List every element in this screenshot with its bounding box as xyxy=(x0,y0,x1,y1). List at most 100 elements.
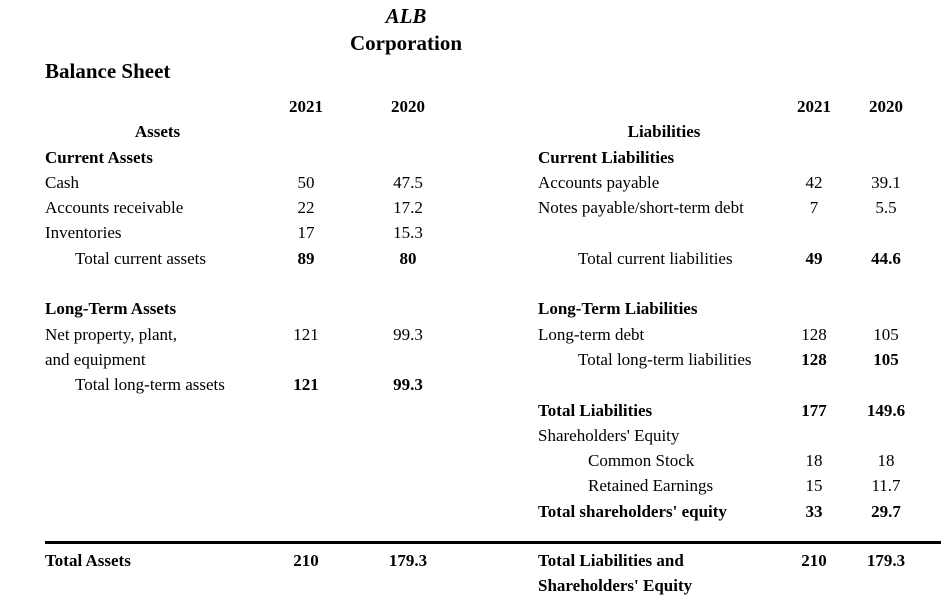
table-row: Liabilities xyxy=(538,119,944,144)
table-row: Notes payable/short-term debt 7 5.5 xyxy=(538,195,944,220)
value-2020: 18 xyxy=(877,451,895,471)
row-label: Current Liabilities xyxy=(538,147,675,167)
spacer xyxy=(342,119,368,144)
value-2020: 105 xyxy=(873,324,899,344)
value-2020: 2020 xyxy=(869,97,903,116)
table-row: Total long-term assets 121 99.3 xyxy=(45,372,455,397)
table-row: Total current assets 89 80 xyxy=(45,246,455,271)
value-2021: 2021 xyxy=(797,97,831,116)
row-label-line1: Total Liabilities and xyxy=(538,551,684,570)
spacer xyxy=(838,372,846,397)
table-row: Total Liabilities 177 149.6 xyxy=(538,398,944,423)
value-2021: 17 xyxy=(297,223,315,243)
value-2021: 121 xyxy=(293,375,319,395)
value-2021: 128 xyxy=(801,324,827,344)
row-label: Long-term debt xyxy=(538,324,645,344)
value-2020 xyxy=(368,145,448,170)
spacer xyxy=(838,195,846,220)
row-label: Total current assets xyxy=(75,248,206,268)
spacer xyxy=(342,296,368,321)
value-2021: 33 xyxy=(805,501,823,521)
table-row xyxy=(538,271,944,296)
value-2020 xyxy=(846,271,926,296)
spacer xyxy=(838,322,846,347)
value-2021 xyxy=(790,296,838,321)
value-2021 xyxy=(270,119,342,144)
value-2021: 210 xyxy=(801,551,827,570)
value-2020: 99.3 xyxy=(393,324,423,344)
row-label: Retained Earnings xyxy=(588,476,714,496)
table-row: Cash 50 47.5 xyxy=(45,170,455,195)
row-label xyxy=(538,94,790,119)
row-label: Long-Term Assets xyxy=(45,299,177,319)
value-2021: 49 xyxy=(805,248,823,268)
spacer xyxy=(838,347,846,372)
row-label: Shareholders' Equity xyxy=(538,425,680,445)
row-label-line2: Shareholders' Equity xyxy=(538,576,693,596)
value-2020 xyxy=(368,347,448,372)
row-label: Cash xyxy=(45,172,79,192)
row-label: Accounts payable xyxy=(538,172,660,192)
spacer xyxy=(838,296,846,321)
spacer xyxy=(838,271,846,296)
spacer xyxy=(838,145,846,170)
total-separator-line xyxy=(45,541,941,544)
value-2020: 15.3 xyxy=(393,223,423,243)
value-2021: 177 xyxy=(801,400,827,420)
total-assets-row: Total Assets 210 179.3 xyxy=(45,548,448,573)
table-row: Total shareholders' equity 33 29.7 xyxy=(538,499,944,524)
value-2021 xyxy=(270,271,342,296)
value-2021: 42 xyxy=(805,172,823,192)
value-2021: 15 xyxy=(805,476,823,496)
row-label: and equipment xyxy=(45,349,146,369)
row-label: Total current liabilities xyxy=(578,248,733,268)
row-label: Total Liabilities xyxy=(538,400,653,420)
table-row: Current Assets xyxy=(45,145,455,170)
spacer xyxy=(342,170,368,195)
table-row: Common Stock 18 18 xyxy=(538,448,944,473)
row-label: Total long-term assets xyxy=(75,375,225,395)
row-label xyxy=(538,220,790,245)
row-label: Inventories xyxy=(45,223,122,243)
row-label: Long-Term Liabilities xyxy=(538,299,698,319)
table-row: Current Liabilities xyxy=(538,145,944,170)
spacer xyxy=(838,398,846,423)
total-liabilities-equity-row: Total Liabilities and Shareholders' Equi… xyxy=(538,548,926,599)
value-2021 xyxy=(790,145,838,170)
table-row: Assets xyxy=(45,119,455,144)
value-2020: 105 xyxy=(873,349,899,369)
table-row: Accounts payable 42 39.1 xyxy=(538,170,944,195)
spacer xyxy=(342,220,368,245)
value-2020 xyxy=(368,296,448,321)
value-2021: 7 xyxy=(809,198,819,218)
value-2020: 5.5 xyxy=(875,198,897,218)
value-2020: 39.1 xyxy=(871,172,901,192)
value-2021: 18 xyxy=(805,451,823,471)
value-2020: 99.3 xyxy=(393,375,423,395)
value-2020: 47.5 xyxy=(393,172,423,192)
spacer xyxy=(342,322,368,347)
table-row xyxy=(538,220,944,245)
row-label xyxy=(538,372,790,397)
row-label xyxy=(45,94,270,119)
value-2020 xyxy=(846,372,926,397)
value-2021 xyxy=(270,145,342,170)
spacer xyxy=(838,94,846,119)
table-row xyxy=(45,271,455,296)
table-row xyxy=(538,372,944,397)
value-2021 xyxy=(270,347,342,372)
value-2021: 2021 xyxy=(289,97,323,116)
value-2021: 50 xyxy=(297,172,315,192)
spacer xyxy=(838,499,846,524)
spacer xyxy=(342,372,368,397)
value-2020: 44.6 xyxy=(871,248,901,268)
spacer xyxy=(342,347,368,372)
value-2021 xyxy=(270,296,342,321)
row-label: Accounts receivable xyxy=(45,198,184,218)
value-2020: 149.6 xyxy=(866,400,906,420)
spacer xyxy=(342,145,368,170)
assets-panel: 2021 2020 Assets Current Assets Cash 50 47.5 Ac… xyxy=(45,94,455,398)
row-label: Total Liabilities and Shareholders' Equi… xyxy=(538,548,790,599)
company-title-block: ALB Corporation xyxy=(256,3,556,57)
spacer xyxy=(342,271,368,296)
